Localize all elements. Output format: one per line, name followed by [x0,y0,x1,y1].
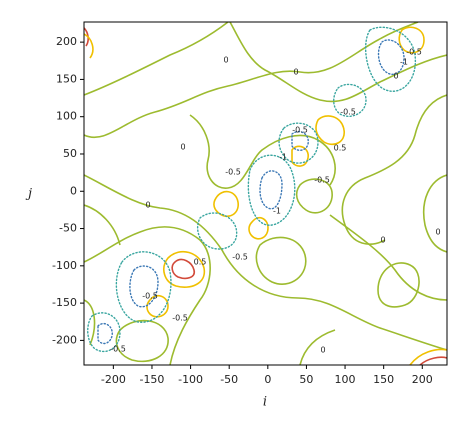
y-tick-label: -200 [52,333,77,346]
y-tick-label: 100 [56,110,77,123]
y-tick-label: 200 [56,35,77,48]
contour-line [97,322,113,345]
contour-line [84,33,94,59]
y-tick-label: -100 [52,259,77,272]
contour-line [213,190,239,218]
contour-line [278,122,319,164]
contour-line [291,145,309,167]
contour-label: 0 [293,68,298,77]
contour-line [419,356,447,365]
contour-label: -0.5 [172,314,188,323]
x-tick-label: 150 [373,373,394,386]
contour-layer: -0.5-0.5-0.5-0.5-0.5-0.5-0.5-0.5-0.5-1-1… [84,22,447,365]
y-tick-label: 0 [70,184,77,197]
contour-label: 0 [435,228,440,237]
contour-line [333,83,367,118]
contour-line [229,22,447,103]
contour-label: 0.5 [334,144,347,153]
x-tick-label: 50 [299,373,313,386]
y-tick-label: 50 [63,147,77,160]
contour-line [84,204,121,246]
contour-line [129,265,159,308]
contour-line [409,348,447,365]
contour-label: 0 [145,201,150,210]
contour-label: -0.5 [232,253,248,262]
contour-label: -0.5 [142,292,158,301]
contour-line [341,94,447,245]
contour-label: -0.5 [292,126,308,135]
contour-line [87,312,121,353]
contour-label: -1 [279,153,287,162]
y-axis-label: j [25,187,32,202]
contour-line [84,22,419,139]
contour-line [377,39,405,76]
contour-line [315,115,345,146]
contour-label: 0 [180,143,185,152]
contour-line [255,236,307,285]
contour-line [163,250,206,288]
contour-label: 0 [223,56,228,65]
contour-label: 0.5 [194,258,207,267]
y-tick-label: 150 [56,72,77,85]
contour-line [329,214,447,301]
contour-label: -1 [273,207,281,216]
y-tick-label: -150 [52,296,77,309]
contour-line [248,216,269,240]
x-tick-label: 0 [264,373,271,386]
contour-label: -0.5 [406,48,422,57]
contour-label: -0.5 [340,108,356,117]
contour-line [247,154,296,226]
contour-line [115,319,169,363]
contour-line [423,174,447,253]
contour-label: -1 [400,58,408,67]
contour-line [299,329,336,365]
contour-line [84,299,96,346]
x-tick-label: 200 [412,373,433,386]
x-tick-label: -50 [220,373,238,386]
plot-frame [83,21,448,366]
x-axis-label: i [263,395,267,410]
contour-line [115,251,172,323]
contour-line [84,22,229,96]
contour-line [398,26,425,54]
contour-line [365,26,417,92]
contour-line [84,226,211,365]
x-tick-label: -150 [139,373,164,386]
x-tick-label: -100 [178,373,203,386]
contour-label: 0 [380,236,385,245]
contour-line [196,212,238,250]
x-tick-label: 100 [335,373,356,386]
contour-line [84,174,447,351]
x-tick-label: -200 [101,373,126,386]
y-tick-label: -50 [59,222,77,235]
contour-label: -0.5 [110,345,126,354]
contour-line [259,170,283,210]
contour-label: -0.5 [314,176,330,185]
contour-line [171,258,196,280]
contour-line [189,114,336,189]
contour-line [146,294,169,318]
contour-label: -0.5 [225,168,241,177]
contour-line [295,178,333,214]
contour-line [291,130,309,151]
contour-line [377,262,420,308]
contour-label: 0 [393,72,398,81]
contour-label: 0 [320,346,325,355]
